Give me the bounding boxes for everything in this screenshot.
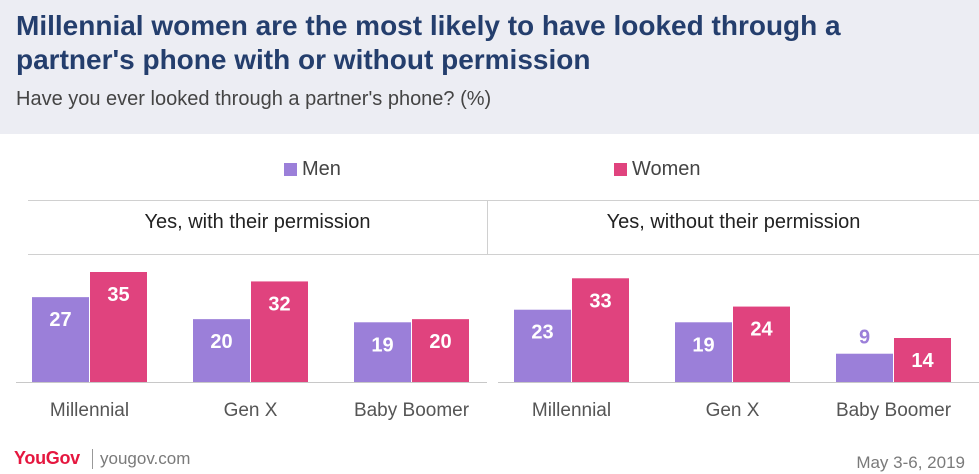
data-label-women-gen-x-panel-1: 32 xyxy=(268,293,290,315)
bar-men-gen-x-panel-2 xyxy=(675,322,732,382)
panel-header-divider xyxy=(28,254,979,255)
panel-title-with-permission: Yes, with their permission xyxy=(144,211,371,233)
category-label-baby-boomer-panel-2: Baby Boomer xyxy=(836,400,952,421)
category-label-baby-boomer-panel-1: Baby Boomer xyxy=(354,400,470,421)
data-label-men-millennial-panel-2: 23 xyxy=(531,322,553,344)
bar-men-millennial-panel-1 xyxy=(32,297,89,382)
category-label-millennial-panel-1: Millennial xyxy=(50,400,129,421)
data-label-women-baby-boomer-panel-2: 14 xyxy=(911,350,934,372)
data-label-women-gen-x-panel-2: 24 xyxy=(750,319,773,341)
bar-men-millennial-panel-2 xyxy=(514,309,571,382)
survey-date: May 3-6, 2019 xyxy=(856,453,965,472)
panel-top-divider xyxy=(28,200,979,201)
data-label-women-millennial-panel-2: 33 xyxy=(589,290,611,312)
legend-swatch-women xyxy=(614,162,627,176)
bar-women-baby-boomer-panel-2 xyxy=(894,338,951,382)
panel-title-without-permission: Yes, without their permission xyxy=(606,211,861,233)
bar-women-millennial-panel-1 xyxy=(90,272,147,382)
category-label-millennial-panel-2: Millennial xyxy=(532,400,611,421)
legend-item-women: Women xyxy=(614,156,701,182)
bar-women-gen-x-panel-1 xyxy=(251,281,308,382)
bar-men-baby-boomer-panel-2 xyxy=(836,353,893,382)
legend-item-men: Men xyxy=(284,156,341,182)
bar-women-gen-x-panel-2 xyxy=(733,306,790,382)
legend-label-men: Men xyxy=(302,157,341,180)
legend-label-women: Women xyxy=(632,157,701,180)
bar-men-baby-boomer-panel-1 xyxy=(354,322,411,382)
data-label-men-millennial-panel-1: 27 xyxy=(49,309,71,331)
data-label-men-gen-x-panel-1: 20 xyxy=(210,331,232,353)
header-band: Millennial women are the most likely to … xyxy=(0,0,979,134)
data-label-women-baby-boomer-panel-1: 20 xyxy=(429,331,451,353)
panel-divider xyxy=(487,200,488,254)
category-label-gen-x-panel-2: Gen X xyxy=(706,400,760,421)
chart-title: Millennial women are the most likely to … xyxy=(16,10,841,75)
data-label-men-gen-x-panel-2: 19 xyxy=(692,334,714,356)
data-label-men-baby-boomer-panel-1: 19 xyxy=(371,334,393,356)
data-label-men-baby-boomer-panel-2: 9 xyxy=(859,327,870,349)
yougov-url: yougov.com xyxy=(100,449,191,468)
bar-women-baby-boomer-panel-1 xyxy=(412,319,469,382)
chart-subtitle: Have you ever looked through a partner's… xyxy=(16,88,492,110)
category-label-gen-x-panel-1: Gen X xyxy=(224,400,278,421)
bar-men-gen-x-panel-1 xyxy=(193,319,250,382)
legend-swatch-men xyxy=(284,162,297,176)
brand-separator xyxy=(92,449,93,469)
yougov-logo: YouGov xyxy=(14,448,80,468)
bar-women-millennial-panel-2 xyxy=(572,278,629,382)
data-label-women-millennial-panel-1: 35 xyxy=(107,284,129,306)
